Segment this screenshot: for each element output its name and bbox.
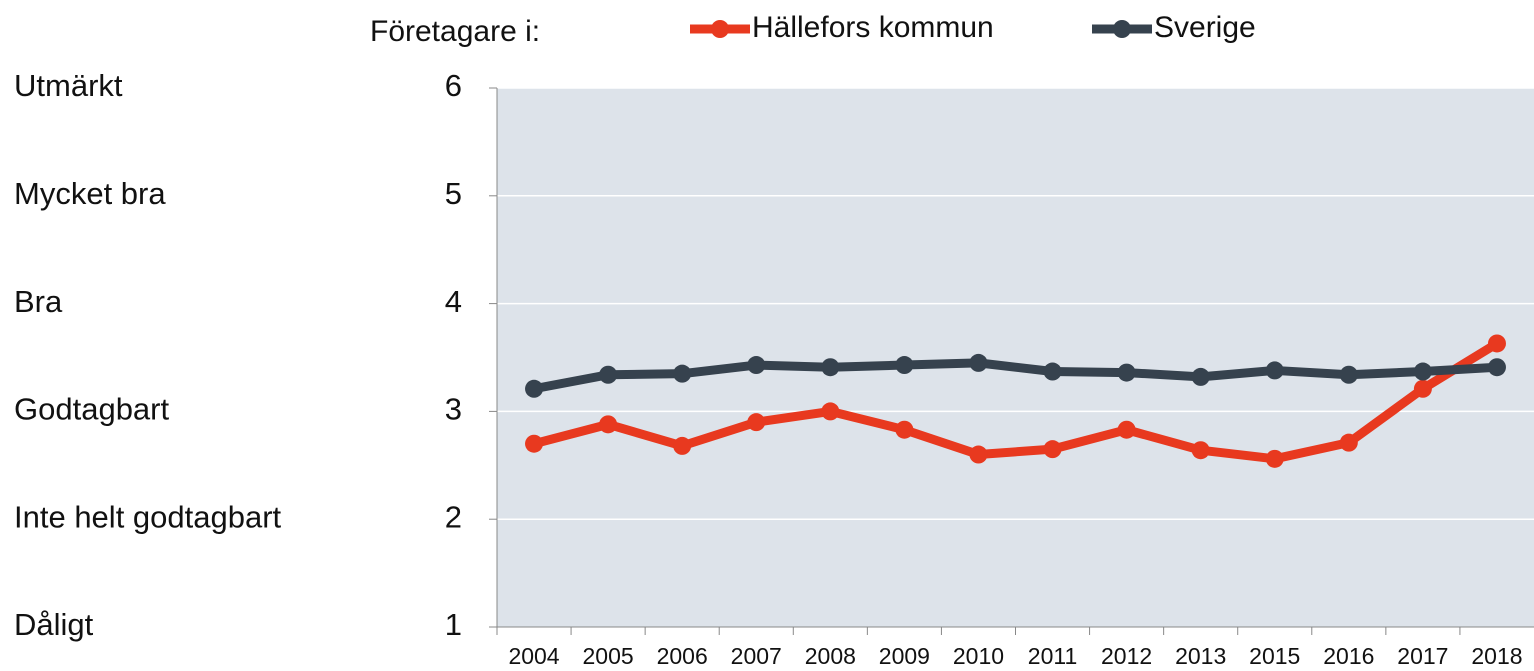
x-tick-label: 2006 xyxy=(657,643,708,669)
series-line xyxy=(533,358,1498,394)
y-level-label: Mycket bra xyxy=(14,176,166,211)
data-point xyxy=(1413,362,1432,381)
y-tick-label: 1 xyxy=(445,607,462,642)
data-point xyxy=(821,358,840,377)
data-point xyxy=(1339,365,1358,384)
data-point xyxy=(1117,363,1136,382)
x-tick-label: 2012 xyxy=(1101,643,1152,669)
y-level-label: Inte helt godtagbart xyxy=(14,499,282,534)
x-tick-label: 2015 xyxy=(1249,643,1300,669)
x-tick-label: 2004 xyxy=(508,643,559,669)
data-point xyxy=(599,415,618,434)
data-point xyxy=(895,356,914,375)
legend-label: Sverige xyxy=(1154,11,1256,44)
x-tick-label: 2005 xyxy=(583,643,634,669)
y-level-label: Bra xyxy=(14,284,63,319)
series-line xyxy=(532,339,1500,464)
data-point xyxy=(1265,449,1284,468)
legend-label: Hällefors kommun xyxy=(752,11,994,44)
data-point xyxy=(1043,440,1062,459)
legend-title: Företagare i: xyxy=(370,15,540,48)
data-point xyxy=(525,379,544,398)
x-tick-label: 2018 xyxy=(1471,643,1522,669)
data-point xyxy=(599,365,618,384)
data-point xyxy=(673,436,692,455)
data-point xyxy=(1191,441,1210,460)
data-point xyxy=(1191,367,1210,386)
y-level-label: Dåligt xyxy=(14,607,94,642)
data-point xyxy=(969,353,988,372)
y-tick-label: 4 xyxy=(445,284,462,319)
y-tick-label: 2 xyxy=(445,499,462,534)
x-tick-label: 2011 xyxy=(1028,643,1077,669)
x-tick-label: 2013 xyxy=(1175,643,1226,669)
x-tick-label: 2016 xyxy=(1323,643,1374,669)
x-tick-label: 2008 xyxy=(805,643,856,669)
y-tick-label: 5 xyxy=(445,176,462,211)
data-point xyxy=(1487,358,1506,377)
data-point xyxy=(1487,334,1506,353)
x-tick-label: 2009 xyxy=(879,643,930,669)
data-point xyxy=(747,356,766,375)
x-tick-label: 2017 xyxy=(1397,643,1448,669)
y-level-label: Utmärkt xyxy=(14,68,123,103)
y-level-label: Godtagbart xyxy=(14,392,169,427)
data-point xyxy=(747,413,766,432)
y-tick-label: 3 xyxy=(445,392,462,427)
data-point xyxy=(1413,379,1432,398)
data-point xyxy=(525,434,544,453)
legend-marker xyxy=(711,20,729,38)
x-tick-label: 2007 xyxy=(731,643,782,669)
plot-area xyxy=(497,88,1534,627)
data-point xyxy=(821,402,840,421)
data-point xyxy=(1043,362,1062,381)
data-point xyxy=(1265,361,1284,380)
legend-marker xyxy=(1113,20,1131,38)
data-point xyxy=(1117,420,1136,439)
y-tick-label: 6 xyxy=(445,68,462,103)
data-point xyxy=(969,445,988,464)
data-point xyxy=(673,364,692,383)
data-point xyxy=(1339,433,1358,452)
x-tick-label: 2010 xyxy=(953,643,1004,669)
data-point xyxy=(895,420,914,439)
